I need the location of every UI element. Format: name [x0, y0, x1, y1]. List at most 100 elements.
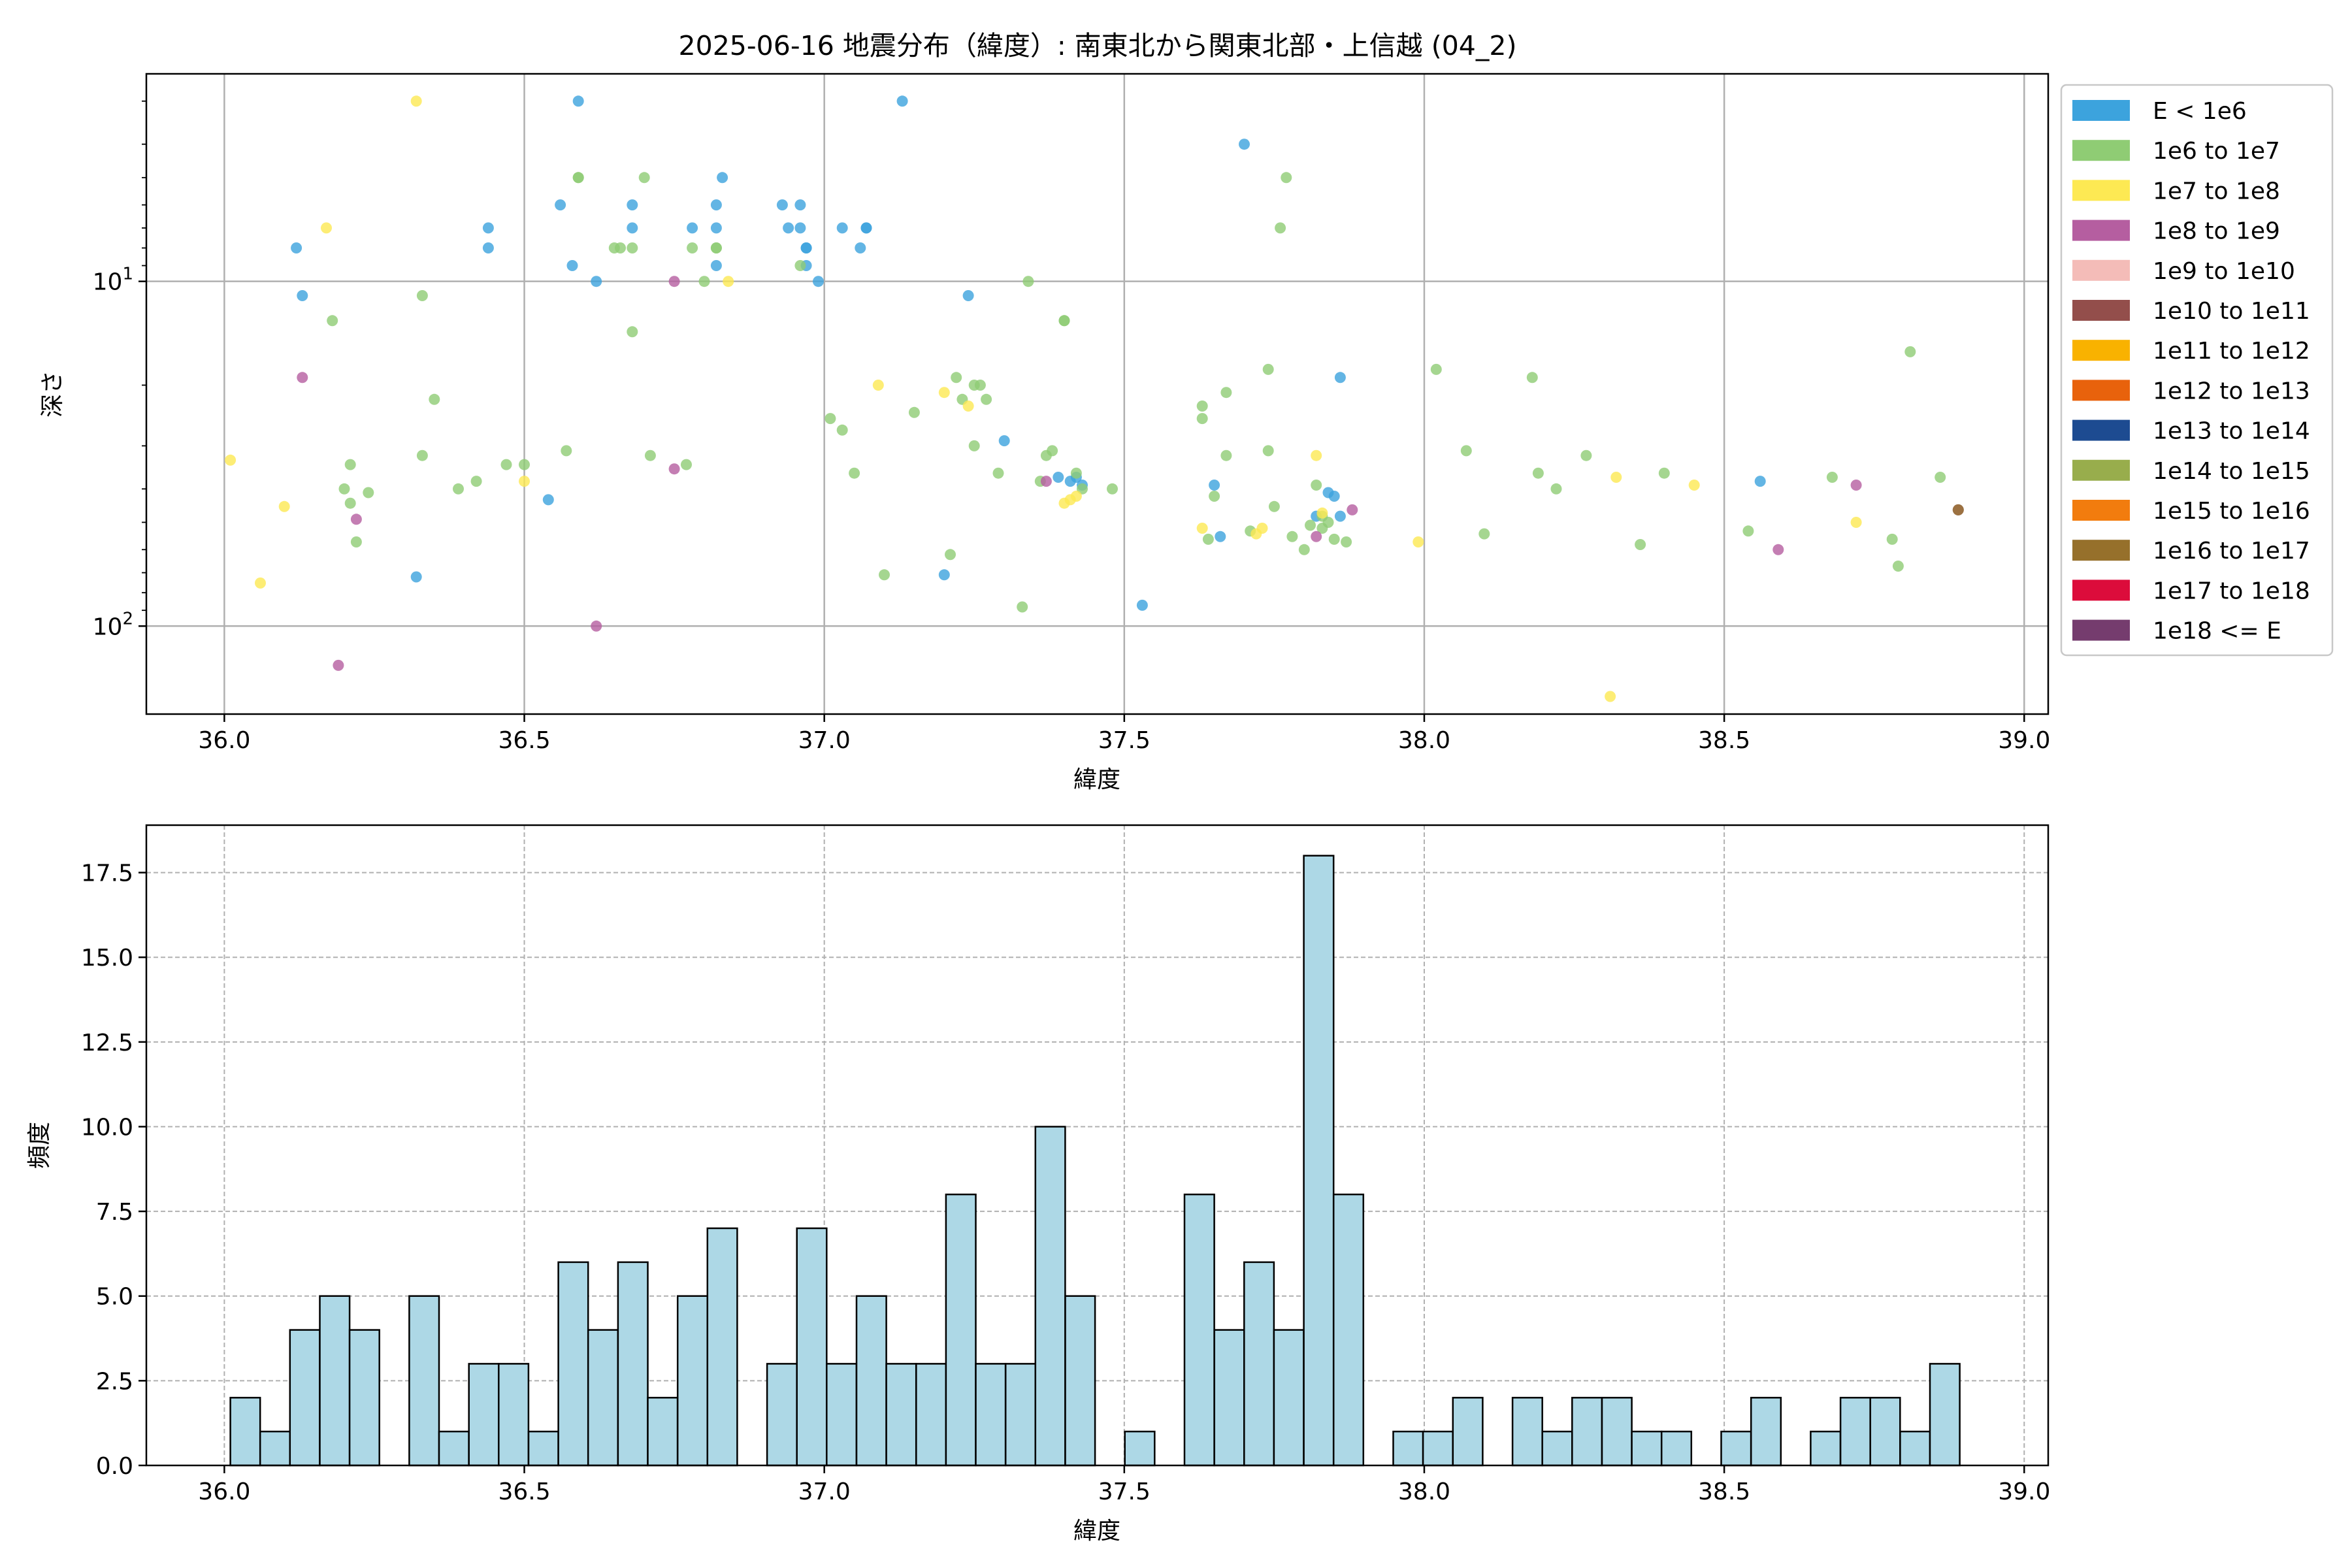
histogram-bar [855, 1295, 887, 1467]
scatter-point [1322, 517, 1334, 528]
scatter-point [297, 372, 308, 384]
histogram-bar [408, 1295, 440, 1467]
scatter-point [698, 276, 710, 287]
legend-swatch [2072, 340, 2130, 361]
legend-swatch [2072, 220, 2130, 241]
histogram-y-tick-label: 17.5 [81, 860, 133, 887]
histogram-x-tick-label: 37.0 [798, 1478, 851, 1505]
histogram-bar [468, 1363, 500, 1467]
histogram-bar [229, 1397, 261, 1467]
histogram-plot-frame [145, 824, 2050, 1467]
scatter-point [1328, 491, 1340, 502]
legend-swatch [2072, 180, 2130, 201]
histogram-bar [1452, 1397, 1484, 1467]
scatter-point [1196, 413, 1208, 425]
scatter-point [1268, 500, 1280, 512]
scatter-point [278, 500, 290, 512]
scatter-x-tick-label: 39.0 [1998, 727, 2050, 754]
scatter-point [255, 577, 266, 589]
scatter-point [860, 222, 872, 234]
histogram-bar [1511, 1397, 1543, 1467]
scatter-points [225, 95, 1964, 702]
scatter-point [327, 315, 338, 327]
histogram-bar [587, 1329, 619, 1467]
histogram-y-tick-label: 12.5 [81, 1030, 133, 1056]
scatter-point [800, 242, 812, 253]
legend: E < 1e6 1e6 to 1e7 1e7 to 1e8 1e8 to 1e9 1e9… [2060, 84, 2334, 657]
scatter-point [1460, 445, 1472, 457]
histogram-bar [706, 1227, 738, 1467]
histogram-y-tick-label: 5.0 [96, 1284, 133, 1311]
scatter-grid [146, 74, 2048, 714]
scatter-point [1430, 363, 1442, 375]
histogram-bar [1810, 1430, 1842, 1467]
scatter-y-axis-label: 深さ [39, 370, 66, 417]
legend-swatch [2072, 419, 2130, 441]
scatter-point [1275, 222, 1286, 234]
scatter-point [1311, 449, 1322, 461]
scatter-point [1209, 491, 1220, 502]
scatter-point [615, 242, 626, 253]
scatter-point [836, 424, 848, 436]
scatter-point [1316, 507, 1328, 519]
histogram-y-tick-label: 2.5 [96, 1368, 133, 1395]
histogram-bar [1213, 1329, 1245, 1467]
scatter-point [410, 95, 422, 107]
scatter-point [1262, 445, 1274, 457]
legend-label: 1e14 to 1e15 [2153, 458, 2310, 485]
legend-label: 1e18 <= E [2153, 618, 2281, 645]
legend-label: 1e8 to 1e9 [2153, 218, 2280, 245]
histogram-bar [438, 1430, 470, 1467]
histogram-x-tick-label: 36.5 [498, 1478, 550, 1505]
scatter-point [981, 393, 992, 405]
scatter-point [416, 290, 428, 301]
histogram-bar [1183, 1193, 1215, 1467]
scatter-point [470, 476, 482, 487]
scatter-point [416, 449, 428, 461]
scatter-point [1935, 472, 1946, 483]
scatter-point [717, 172, 728, 184]
scatter-point [500, 459, 512, 470]
legend-label: 1e11 to 1e12 [2153, 338, 2310, 365]
scatter-y-tick-label: 102 [93, 609, 133, 640]
histogram-bar [1869, 1397, 1901, 1467]
histogram-y-tick-label: 7.5 [96, 1199, 133, 1226]
tick-base: 10 [93, 613, 123, 640]
histogram-y-axis-label: 頻度 [26, 1122, 53, 1169]
scatter-point [1281, 172, 1292, 184]
scatter-point [1239, 139, 1250, 150]
scatter-point [1347, 504, 1358, 515]
histogram-bar [557, 1261, 589, 1467]
scatter-point [1892, 561, 1904, 572]
scatter-point [1580, 449, 1592, 461]
scatter-point [836, 222, 848, 234]
scatter-point [723, 276, 734, 287]
scatter-point [591, 276, 602, 287]
scatter-point [951, 372, 962, 384]
scatter-x-ticks: 36.0 36.5 37.0 37.5 38.0 38.5 39.0 [198, 714, 2050, 754]
histogram-bar [498, 1363, 530, 1467]
scatter-point [638, 172, 650, 184]
scatter-point [297, 290, 308, 301]
histogram-bar [1332, 1193, 1365, 1467]
histogram-x-tick-label: 36.0 [198, 1478, 250, 1505]
scatter-point [1220, 449, 1232, 461]
legend-swatch [2072, 380, 2130, 401]
scatter-point [783, 222, 794, 234]
scatter-point [350, 514, 362, 525]
scatter-point [974, 380, 986, 391]
tick-base: 10 [93, 269, 123, 296]
scatter-point [561, 445, 572, 457]
legend-label: 1e16 to 1e17 [2153, 538, 2310, 564]
scatter-point [321, 222, 332, 234]
histogram-bar [1303, 855, 1335, 1467]
scatter-point [429, 393, 440, 405]
legend-items: E < 1e6 1e6 to 1e7 1e7 to 1e8 1e8 to 1e9 1e9… [2072, 98, 2310, 645]
histogram-bar [945, 1193, 977, 1467]
legend-swatch [2072, 259, 2130, 281]
legend-swatch [2072, 300, 2130, 321]
scatter-point [344, 497, 356, 509]
scatter-point [1478, 528, 1490, 540]
scatter-point [1196, 523, 1208, 534]
histogram-bar [289, 1329, 321, 1467]
